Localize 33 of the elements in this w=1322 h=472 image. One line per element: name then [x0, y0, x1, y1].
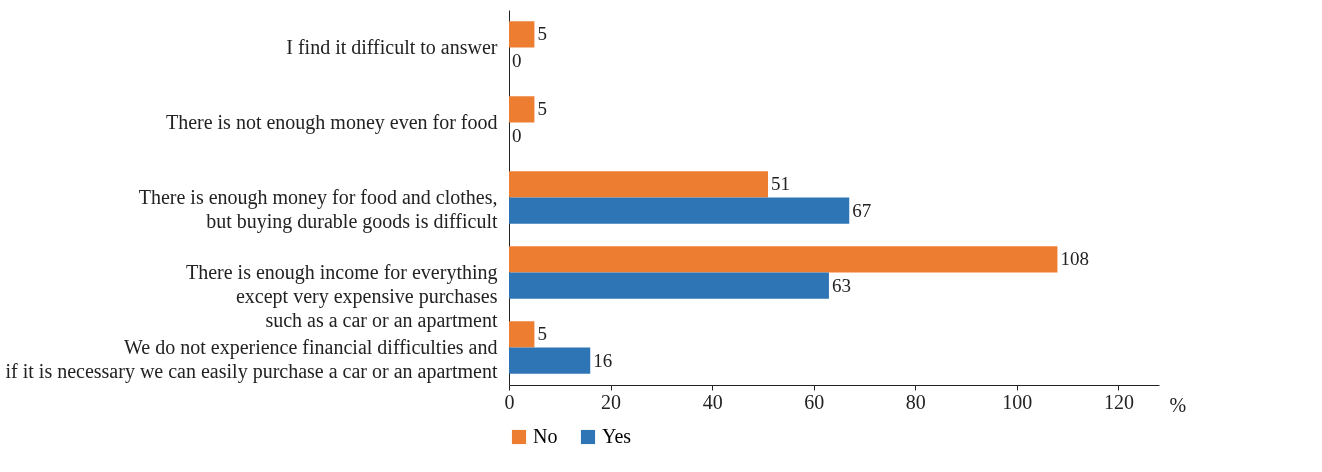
data-label: 51	[770, 173, 790, 195]
x-tick-label: 20	[601, 390, 622, 413]
y-tick-label: I find it difficult to answer	[286, 35, 498, 58]
data-label: 63	[831, 274, 851, 296]
bar	[509, 171, 768, 198]
data-label: 5	[537, 323, 547, 345]
x-tick-label: 80	[905, 390, 926, 413]
x-tick-label: 0	[504, 390, 515, 413]
data-label: 16	[593, 349, 613, 371]
bar	[509, 246, 1058, 273]
x-tick-label: 60	[804, 390, 825, 413]
y-tick-label: We do not experience financial difficulties and if it is necessary we can easily purchase a car or an apartment	[5, 335, 498, 383]
x-tick-label: 120	[1103, 390, 1134, 413]
bar	[509, 197, 850, 224]
bar	[509, 272, 829, 299]
bar	[509, 21, 535, 48]
y-tick-label: There is enough money for food and clothes, but buying durable goods is difficult	[138, 185, 498, 233]
data-label: 108	[1060, 248, 1089, 270]
x-tick-label: 40	[702, 390, 723, 413]
bar	[509, 321, 535, 348]
x-tick-label: 100	[1002, 390, 1033, 413]
legend-label: No	[533, 425, 558, 447]
y-tick-label: There is enough income for everything except very expensive purchases such as a car or an apartment	[185, 260, 498, 332]
data-label: 0	[512, 49, 522, 71]
bar	[509, 347, 591, 374]
bar	[509, 96, 535, 123]
legend-label: Yes	[602, 425, 632, 447]
data-label: 5	[537, 23, 547, 45]
data-label: 67	[852, 199, 872, 221]
x-axis-title: %	[1169, 393, 1187, 416]
data-label: 0	[512, 124, 522, 146]
data-label: 5	[537, 98, 547, 120]
y-tick-label: There is not enough money even for food	[165, 110, 498, 134]
